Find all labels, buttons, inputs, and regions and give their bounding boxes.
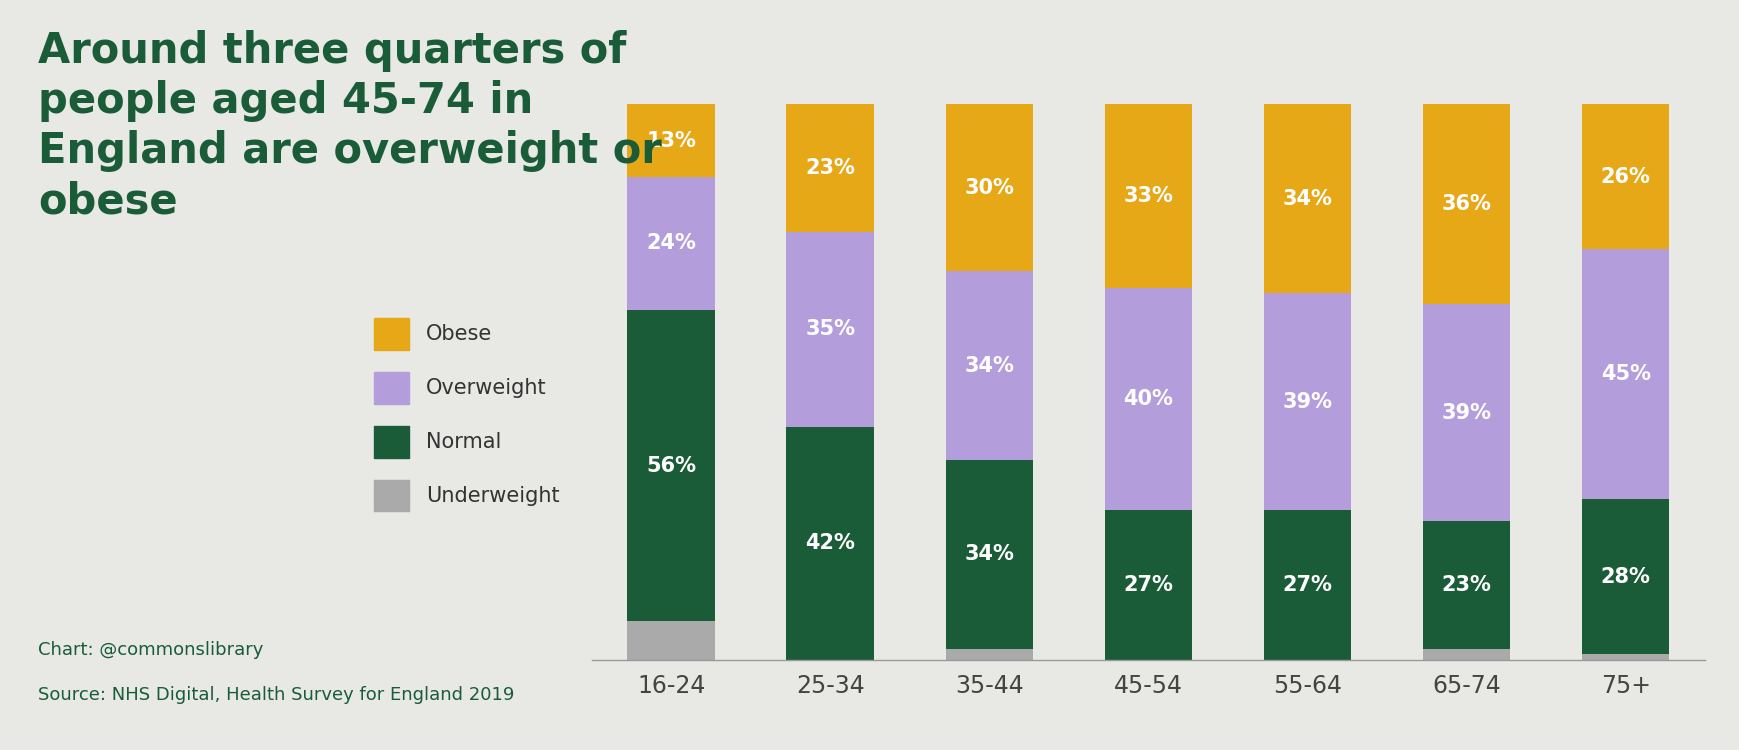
Text: 39%: 39% [1282,392,1332,412]
Text: 39%: 39% [1440,403,1490,423]
Bar [1581,655,1668,660]
Bar [1581,499,1668,655]
Bar [944,649,1033,660]
Text: Chart: @commonslibrary: Chart: @commonslibrary [38,641,264,659]
Text: 42%: 42% [805,533,854,554]
Bar [628,621,715,660]
Bar [1581,104,1668,249]
Text: 45%: 45% [1600,364,1650,384]
Text: Obese: Obese [426,324,492,344]
Bar [944,104,1033,271]
Text: 23%: 23% [805,158,854,178]
Bar [1423,521,1509,649]
Bar [628,310,715,621]
Bar [1263,293,1351,510]
Bar [786,104,873,232]
Text: 27%: 27% [1123,575,1172,595]
Text: Normal: Normal [426,432,501,451]
Text: 56%: 56% [645,455,696,476]
Text: 40%: 40% [1123,389,1172,409]
Text: 27%: 27% [1282,575,1332,595]
Bar [1423,649,1509,660]
Bar [944,271,1033,460]
Bar [1263,510,1351,660]
Text: 33%: 33% [1123,186,1172,206]
Bar [786,232,873,427]
Text: Underweight: Underweight [426,486,560,506]
Text: 30%: 30% [963,178,1014,198]
Bar [628,104,715,177]
Text: 13%: 13% [645,130,696,151]
Text: 24%: 24% [645,233,696,254]
Text: 23%: 23% [1442,575,1490,595]
Bar [1104,104,1191,288]
Text: 34%: 34% [963,356,1014,376]
Bar [1104,288,1191,510]
Bar [786,427,873,660]
Text: 26%: 26% [1600,166,1650,187]
Bar [628,177,715,310]
Bar [1423,304,1509,521]
Bar [944,460,1033,649]
Bar [1581,249,1668,499]
Text: 36%: 36% [1442,194,1490,214]
Text: 34%: 34% [963,544,1014,565]
Text: Source: NHS Digital, Health Survey for England 2019: Source: NHS Digital, Health Survey for E… [38,686,515,704]
Text: 28%: 28% [1600,567,1650,586]
Bar [1104,510,1191,660]
Text: Around three quarters of
people aged 45-74 in
England are overweight or
obese: Around three quarters of people aged 45-… [38,30,661,223]
Text: Overweight: Overweight [426,378,546,398]
Bar [1423,104,1509,304]
Text: 35%: 35% [805,320,856,340]
Bar [1263,104,1351,293]
Text: 34%: 34% [1282,189,1332,209]
